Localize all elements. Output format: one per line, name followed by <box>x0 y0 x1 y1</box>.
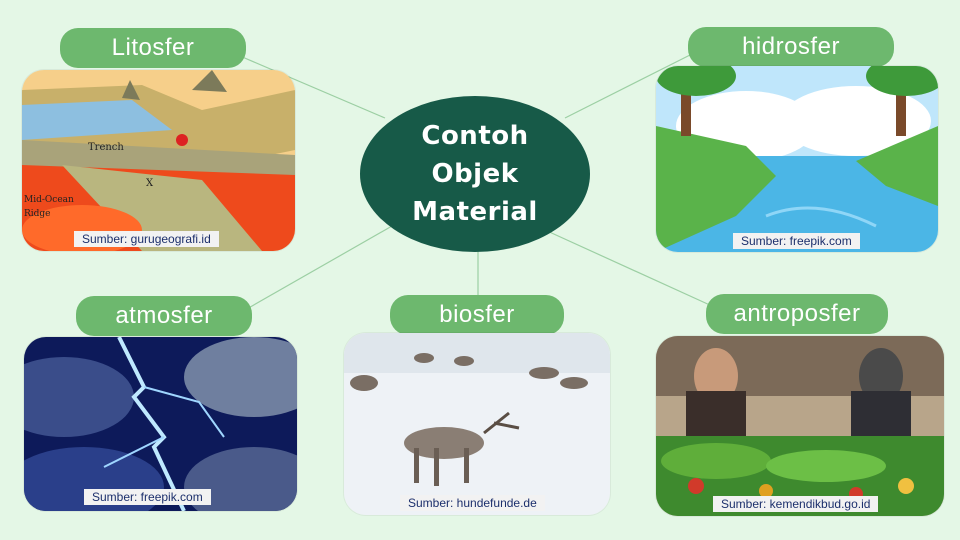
node-label: hidrosfer <box>742 33 840 60</box>
link-litosfer <box>239 55 386 119</box>
pill-hidrosfer: hidrosfer <box>688 27 894 67</box>
node-label: atmosfer <box>115 302 213 329</box>
node-label: biosfer <box>439 301 515 328</box>
center-title: Contoh Objek Material <box>375 117 575 231</box>
source-caption: Sumber: kemendikbud.go.id <box>713 496 879 512</box>
source-caption: Sumber: freepik.com <box>84 489 211 505</box>
mid-ocean-label: Mid-Ocean <box>24 195 74 205</box>
pill-antroposfer: antroposfer <box>706 294 888 334</box>
image-atmosfer: Sumber: freepik.com <box>24 337 297 511</box>
image-litosfer: Trench X Mid-Ocean Ridge Sumber: gurugeo… <box>22 70 295 251</box>
node-label: Litosfer <box>111 34 195 61</box>
image-antroposfer: Sumber: kemendikbud.go.id <box>656 336 944 516</box>
pill-biosfer: biosfer <box>390 295 564 335</box>
source-caption: Sumber: freepik.com <box>733 233 860 249</box>
center-title-line2: Material <box>412 197 538 227</box>
center-title-line1: Contoh Objek <box>421 121 529 189</box>
image-biosfer: Sumber: hundefunde.de <box>344 333 610 515</box>
link-antroposfer <box>544 229 713 307</box>
x-label: X <box>146 178 154 189</box>
trench-label: Trench <box>88 142 124 153</box>
node-label: antroposfer <box>733 300 861 327</box>
image-hidrosfer: Sumber: freepik.com <box>656 66 938 252</box>
center-topic: Contoh Objek Material <box>360 96 590 252</box>
pill-atmosfer: atmosfer <box>76 296 252 336</box>
link-atmosfer <box>244 225 393 311</box>
ridge-label: Ridge <box>24 209 51 219</box>
source-caption: Sumber: hundefunde.de <box>400 495 545 511</box>
source-caption: Sumber: gurugeografi.id <box>74 231 219 247</box>
pill-litosfer: Litosfer <box>60 28 246 68</box>
